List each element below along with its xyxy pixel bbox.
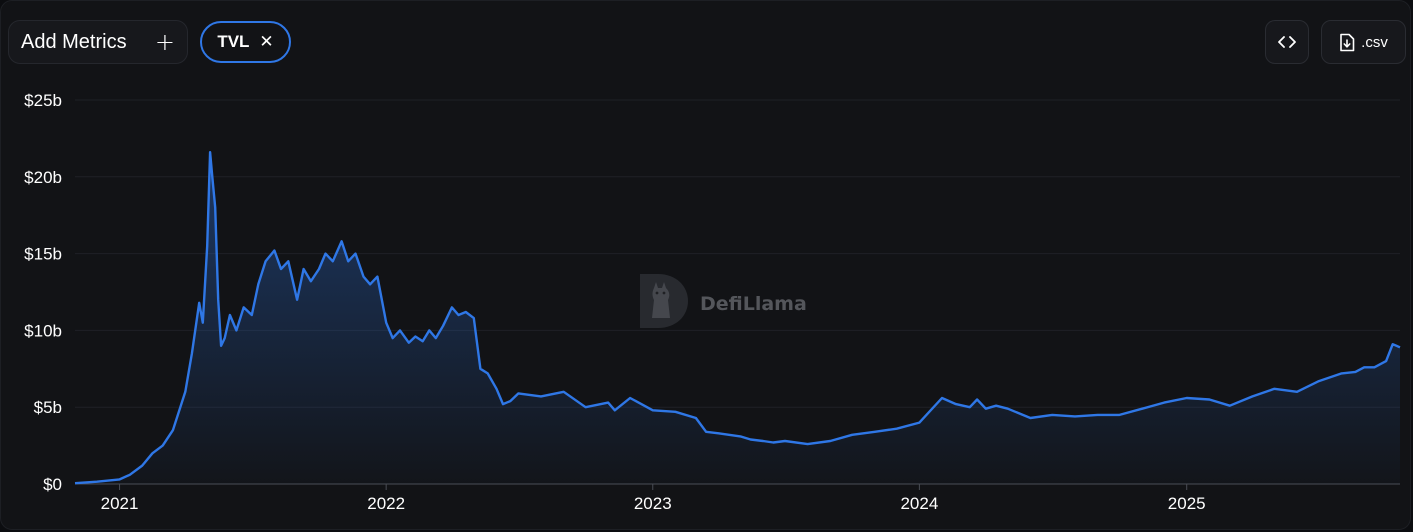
x-tick-label: 2023 — [634, 494, 672, 513]
y-tick-label: $25b — [24, 91, 62, 110]
tvl-area — [75, 152, 1400, 484]
csv-label: .csv — [1361, 33, 1388, 51]
add-metrics-label: Add Metrics — [21, 30, 127, 53]
add-metrics-button[interactable]: Add Metrics + — [8, 20, 188, 64]
y-tick-label: $0 — [43, 475, 62, 494]
watermark-text: DefiLlama — [700, 292, 807, 315]
defillama-watermark: DefiLlama — [636, 272, 807, 335]
file-download-icon — [1339, 33, 1355, 52]
x-tick-label: 2024 — [900, 494, 938, 513]
plus-icon: + — [154, 28, 175, 56]
x-tick-label: 2025 — [1168, 494, 1206, 513]
llama-logo-icon — [636, 272, 690, 335]
y-tick-label: $15b — [24, 245, 62, 264]
x-tick-label: 2022 — [367, 494, 405, 513]
x-tick-label: 2021 — [101, 494, 139, 513]
close-icon[interactable]: ✕ — [259, 32, 274, 52]
tvl-metric-chip[interactable]: TVL ✕ — [200, 21, 291, 63]
x-axis: 2021 2022 2023 2024 2025 — [101, 484, 1206, 513]
y-tick-label: $10b — [24, 321, 62, 340]
download-csv-button[interactable]: .csv — [1321, 20, 1406, 64]
code-icon — [1278, 35, 1296, 49]
tvl-line — [74, 151, 1401, 485]
y-tick-label: $5b — [34, 398, 62, 417]
embed-code-button[interactable] — [1265, 20, 1309, 64]
y-axis: $0 $5b $10b $15b $20b $25b — [24, 91, 62, 494]
tvl-chip-label: TVL — [217, 32, 250, 51]
y-tick-label: $20b — [24, 168, 62, 187]
